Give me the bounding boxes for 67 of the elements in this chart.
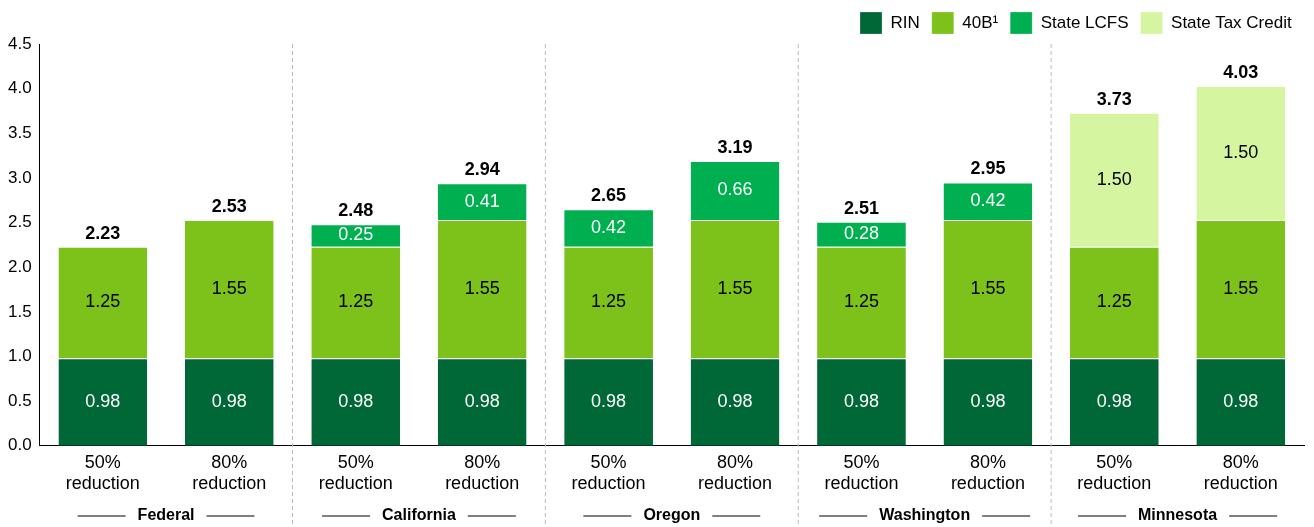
x-tick-label: 80% reduction: [445, 451, 520, 494]
y-tick-label: 4.0: [7, 78, 32, 98]
x-tick-label: 50% reduction: [65, 451, 140, 494]
data-label: 1.55: [464, 278, 500, 299]
data-label: 0.98: [970, 391, 1006, 412]
total-label: 2.95: [970, 158, 1006, 179]
data-label: 1.25: [338, 291, 374, 312]
data-label: 1.55: [970, 278, 1006, 299]
legend-label: State LCFS: [1040, 12, 1129, 32]
y-tick-label: 3.5: [7, 122, 32, 142]
y-tick-label: 4.5: [7, 33, 32, 53]
data-label: 0.42: [591, 216, 627, 237]
x-tick-label: 80% reduction: [192, 451, 267, 494]
data-label: 0.98: [338, 391, 374, 412]
total-label: 3.73: [1096, 88, 1132, 109]
legend-label: 40B¹: [962, 12, 999, 32]
total-label: 2.51: [843, 197, 879, 218]
y-tick-label: 1.5: [7, 301, 32, 321]
data-label: 0.28: [843, 223, 879, 244]
legend-label: State Tax Credit: [1171, 12, 1292, 32]
y-tick-label: 3.0: [7, 167, 32, 187]
data-label: 0.25: [338, 224, 374, 245]
x-tick-label: 50% reduction: [824, 451, 899, 494]
text: California: [382, 506, 456, 524]
x-tick-label: 50% reduction: [318, 451, 393, 494]
data-label: 1.50: [1223, 141, 1259, 162]
data-label: 0.98: [717, 391, 753, 412]
data-label: 1.55: [717, 278, 753, 299]
y-tick-label: 2.0: [7, 256, 32, 276]
y-tick-label: 2.5: [7, 212, 32, 232]
data-label: 0.98: [591, 391, 627, 412]
total-label: 2.23: [85, 222, 121, 243]
data-label: 0.98: [1223, 391, 1259, 412]
total-label: 2.53: [211, 195, 247, 216]
total-label: 2.65: [591, 185, 627, 206]
text: Minnesota: [1138, 506, 1218, 524]
data-label: 1.25: [591, 291, 627, 312]
y-tick-label: 1.0: [7, 346, 32, 366]
y-tick-label: 0.5: [7, 390, 32, 410]
x-tick-label: 80% reduction: [698, 451, 773, 494]
data-label: 0.66: [717, 179, 753, 200]
total-label: 2.48: [338, 200, 374, 221]
x-tick-label: 80% reduction: [1203, 451, 1278, 494]
x-tick-label: 80% reduction: [950, 451, 1025, 494]
data-label: 1.55: [1223, 278, 1259, 299]
text: Oregon: [643, 506, 701, 524]
total-label: 4.03: [1223, 61, 1259, 82]
data-label: 0.42: [970, 190, 1006, 211]
data-label: 0.98: [843, 391, 879, 412]
data-label: 0.98: [464, 391, 500, 412]
data-label: 1.50: [1096, 168, 1132, 189]
data-label: 0.41: [464, 190, 500, 211]
x-tick-label: 50% reduction: [1077, 451, 1152, 494]
text: Washington: [879, 506, 971, 524]
data-label: 0.98: [1096, 391, 1132, 412]
y-tick-label: 0.0: [7, 435, 32, 455]
data-label: 0.98: [211, 391, 247, 412]
data-label: 1.25: [85, 291, 121, 312]
total-label: 2.94: [464, 159, 500, 180]
data-label: 1.55: [211, 278, 247, 299]
total-label: 3.19: [717, 136, 753, 157]
data-label: 0.98: [85, 391, 121, 412]
text: Federal: [137, 506, 195, 524]
x-tick-label: 50% reduction: [571, 451, 646, 494]
data-label: 1.25: [843, 291, 879, 312]
data-label: 1.25: [1096, 291, 1132, 312]
legend-label: RIN: [890, 12, 920, 32]
